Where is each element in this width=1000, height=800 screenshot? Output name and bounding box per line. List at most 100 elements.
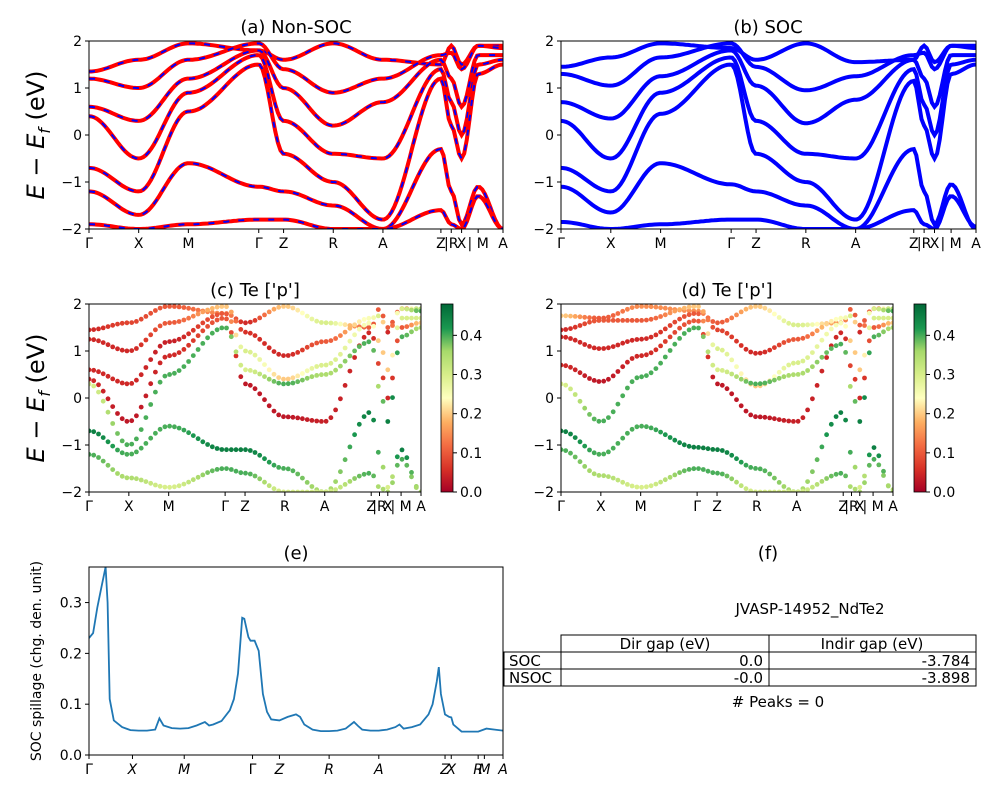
band-point [762, 305, 768, 311]
band-point [587, 315, 592, 321]
band-point [181, 427, 187, 433]
band-point [776, 480, 782, 485]
x-tick-label: X [383, 499, 393, 515]
band-point [243, 447, 248, 453]
band-point [266, 483, 272, 489]
band-point [262, 374, 267, 379]
band-point [743, 486, 749, 492]
band-point [319, 372, 324, 378]
band-point [634, 304, 640, 309]
band-point [681, 331, 687, 336]
band-point [347, 479, 353, 484]
band-point [205, 317, 211, 322]
band-point [772, 377, 777, 383]
band-point [686, 304, 692, 310]
band-point [375, 484, 381, 489]
band-point [724, 473, 730, 479]
band-point [385, 325, 391, 330]
band-point [776, 315, 782, 320]
band-point [620, 340, 626, 346]
band-point [606, 345, 611, 351]
band-point [300, 489, 305, 492]
band-point [805, 368, 810, 373]
band-point [772, 416, 777, 422]
band-point [243, 470, 248, 476]
band-point [563, 448, 569, 453]
x-tick-label: A [416, 499, 426, 515]
band-point [323, 339, 329, 344]
band-point [757, 466, 763, 472]
band-point [290, 380, 296, 386]
band-point [399, 334, 405, 340]
x-tick-label: R [752, 499, 762, 515]
band-point [190, 433, 196, 438]
band-point [857, 329, 863, 335]
band-point [629, 305, 635, 310]
band-point [568, 336, 573, 341]
band-point [781, 489, 787, 492]
x-tick-label: R [328, 236, 338, 252]
band-point [119, 320, 125, 326]
band-point [176, 319, 182, 324]
band-line [561, 48, 976, 126]
band-point [563, 429, 569, 435]
band-point [271, 462, 277, 468]
band-point [338, 484, 343, 490]
band-point [176, 304, 182, 310]
band-point [361, 334, 367, 340]
colorbar-tick-label: 0.1 [460, 446, 482, 462]
band-point [658, 360, 663, 366]
band-point [172, 484, 177, 490]
band-point [681, 305, 687, 311]
band-point [667, 306, 673, 312]
band-point [100, 371, 106, 377]
band-point [157, 483, 163, 489]
colorbar-tick-label: 0.4 [460, 328, 482, 344]
y-tick-label: 0.0 [60, 748, 82, 764]
band-point [238, 470, 244, 476]
panel-c-yticks: 2 1 0 −1 −2 [61, 297, 89, 501]
band-point [129, 441, 135, 447]
band-point [729, 315, 735, 321]
band-point [266, 309, 272, 315]
band-point [691, 444, 697, 450]
band-point [290, 414, 296, 420]
band-point [568, 431, 573, 437]
band-point [881, 329, 886, 335]
panel-a-ylabel: E − Ef (eV) [22, 71, 54, 200]
band-point [409, 470, 414, 475]
band-point [257, 357, 263, 362]
x-tick-label: Γ [557, 236, 565, 252]
band-point [148, 332, 154, 338]
band-point [582, 373, 588, 379]
band-point [371, 315, 376, 321]
band-point [852, 312, 858, 318]
band-point [276, 375, 282, 380]
band-point [176, 483, 182, 489]
x-tick-label: R [801, 236, 811, 252]
band-point [890, 487, 893, 492]
band-point [705, 446, 711, 452]
colorbar-tick-label: 0.1 [933, 446, 955, 462]
band-point [710, 362, 716, 368]
band-point [89, 336, 92, 342]
band-point [800, 370, 806, 376]
band-point [385, 395, 391, 401]
band-point [662, 339, 668, 344]
band-point [285, 414, 291, 420]
band-point [791, 322, 796, 328]
band-point [238, 327, 244, 332]
band-point [304, 313, 310, 319]
band-point [828, 346, 834, 351]
band-point [591, 345, 597, 351]
band-point [385, 329, 391, 335]
band-point [328, 360, 334, 366]
band-point [753, 489, 758, 492]
band-point [662, 354, 668, 360]
band-point [375, 338, 381, 344]
band-point [634, 484, 640, 490]
band-point [724, 351, 730, 357]
band-point [281, 381, 286, 387]
band-point [172, 352, 177, 358]
x-tick-label: X [930, 236, 940, 252]
